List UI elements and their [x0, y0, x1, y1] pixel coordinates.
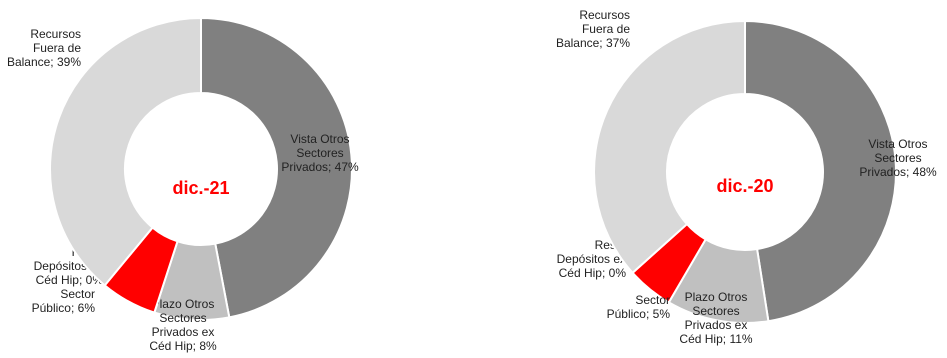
slice-vista-otros-sectores-privados [200, 16, 353, 319]
slice-vista-otros-sectores-privados [744, 19, 897, 323]
data-label-vista-otros-sectores-privados: Vista Otros Sectores Privados; 47% [281, 132, 359, 174]
slice-recursos-fuera-de-balance [593, 19, 746, 275]
slice-recursos-fuera-de-balance [49, 16, 202, 287]
center-label: dic.-21 [172, 178, 229, 198]
center-label: dic.-20 [716, 176, 773, 196]
data-label-sector-publico: Sector Público; 5% [607, 293, 671, 321]
data-label-plazo-otros-sectores-privados-ex-ced-hip: Plazo Otros Sectores Privados ex Céd Hip; 1… [679, 290, 752, 346]
data-label-plazo-otros-sectores-privados-ex-ced-hip: Plazo Otros Sectores Privados ex Céd Hip; 8… [149, 297, 217, 353]
data-label-recursos-fuera-de-balance: Recursos Fuera de Balance; 39% [7, 27, 81, 69]
donut-chart-dic-20: Vista Otros Sectores Privados; 48% Plazo Ot… [556, 8, 937, 346]
donut-chart-dic-21: Vista Otros Sectores Privados; 47% Plazo Ot… [7, 16, 359, 353]
data-label-recursos-fuera-de-balance: Recursos Fuera de Balance; 37% [556, 8, 630, 50]
data-label-vista-otros-sectores-privados: Vista Otros Sectores Privados; 48% [859, 137, 937, 179]
data-label-sector-publico: Sector Público; 6% [32, 287, 96, 315]
